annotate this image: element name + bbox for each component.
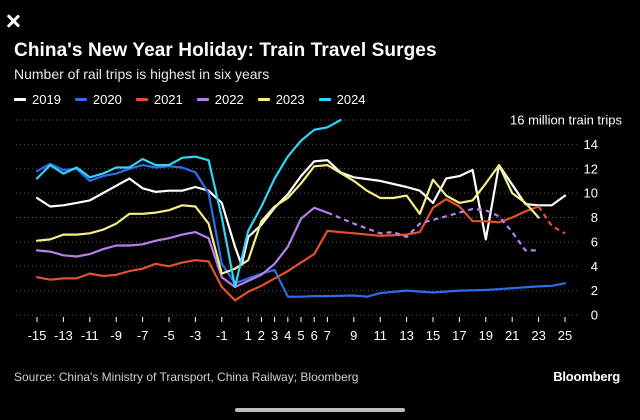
legend-item-2020: 2020 <box>74 92 122 107</box>
legend-label: 2019 <box>32 92 61 107</box>
legend-label: 2022 <box>214 92 244 107</box>
x-tick-label: 13 <box>399 328 413 343</box>
legend-swatch <box>257 98 270 101</box>
x-tick-label: 17 <box>452 328 466 343</box>
x-tick-label: 1 <box>245 328 252 343</box>
x-tick-label: 2 <box>258 328 265 343</box>
x-tick-label: -9 <box>110 328 122 343</box>
legend-label: 2024 <box>336 92 366 107</box>
series-line-2024 <box>35 118 342 289</box>
legend-swatch <box>135 98 148 101</box>
series-line-2023 <box>35 164 540 275</box>
series-line-2022 <box>35 206 329 289</box>
x-tick-label: 23 <box>531 328 545 343</box>
x-tick-label: -11 <box>81 328 99 343</box>
legend-swatch <box>14 98 26 101</box>
x-tick-label: 15 <box>426 328 440 343</box>
legend: 2019 2020 2021 2022 2023 2024 <box>14 92 366 107</box>
y-axis-label: 16 million train trips <box>510 113 622 128</box>
y-tick-label: 2 <box>591 283 598 298</box>
x-tick-label: 6 <box>311 328 318 343</box>
y-tick-label: 14 <box>584 137 598 152</box>
x-tick-label: -15 <box>28 328 47 343</box>
x-tick-label: 19 <box>479 328 493 343</box>
x-tick-label: -3 <box>190 328 202 343</box>
x-tick-label: 11 <box>373 328 387 343</box>
series-line-2020 <box>35 162 567 298</box>
y-tick-label: 0 <box>591 308 598 323</box>
y-tick-label: 12 <box>584 161 598 176</box>
legend-label: 2023 <box>275 92 305 107</box>
legend-item-2022: 2022 <box>196 92 244 107</box>
home-indicator[interactable] <box>235 408 405 412</box>
legend-item-2021: 2021 <box>135 92 183 107</box>
chart-subtitle: Number of rail trips is highest in six y… <box>14 66 270 82</box>
chart-title: China's New Year Holiday: Train Travel S… <box>14 40 437 61</box>
x-tick-label: 4 <box>284 328 291 343</box>
x-tick-label: -1 <box>216 328 228 343</box>
y-tick-label: 4 <box>591 259 598 274</box>
y-tick-label: 6 <box>591 234 598 249</box>
legend-label: 2020 <box>92 92 122 107</box>
series-line-2021 <box>35 198 540 302</box>
series-line-2022-dashed <box>326 207 539 252</box>
x-tick-label: 21 <box>505 328 519 343</box>
x-tick-label: -7 <box>137 328 149 343</box>
legend-label: 2021 <box>153 92 183 107</box>
x-tick-label: 25 <box>558 328 572 343</box>
x-tick-label: -13 <box>54 328 73 343</box>
series-line-2021-dashed <box>537 205 566 235</box>
x-tick-label: 7 <box>324 328 331 343</box>
y-tick-label: 10 <box>584 186 598 201</box>
legend-item-2023: 2023 <box>257 92 305 107</box>
source-note: Source: China's Ministry of Transport, C… <box>14 370 359 384</box>
brand-logo: Bloomberg <box>553 369 620 384</box>
series-line-2019 <box>35 159 567 267</box>
x-tick-label: -5 <box>163 328 175 343</box>
y-tick-label: 8 <box>591 210 598 225</box>
x-tick-label: 3 <box>271 328 278 343</box>
legend-swatch <box>318 98 331 101</box>
x-tick-label: 9 <box>350 328 357 343</box>
legend-swatch <box>74 98 87 101</box>
legend-swatch <box>196 98 209 101</box>
legend-item-2024: 2024 <box>318 92 366 107</box>
legend-item-2019: 2019 <box>14 92 61 107</box>
x-tick-label: 5 <box>297 328 304 343</box>
